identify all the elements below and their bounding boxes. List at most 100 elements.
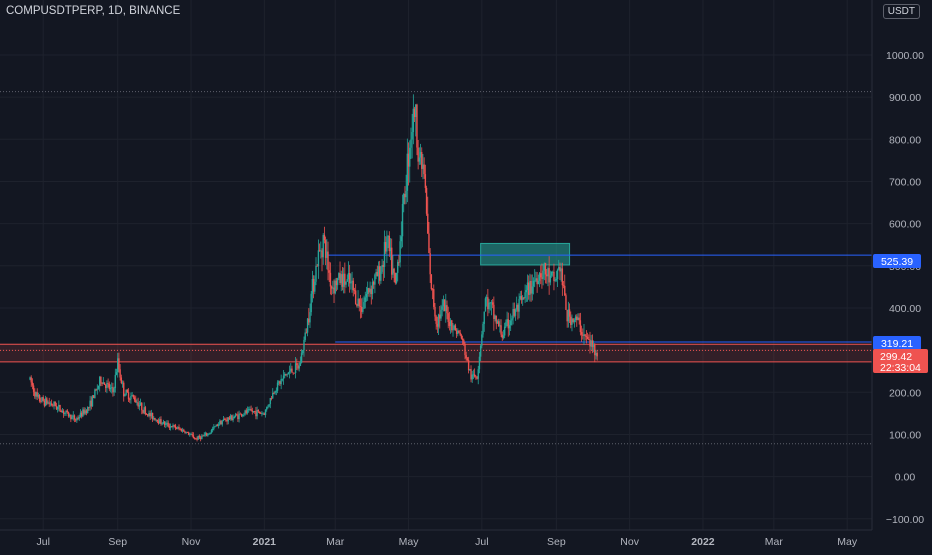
candle-body bbox=[499, 325, 501, 327]
candle-body bbox=[231, 415, 233, 421]
candle-body bbox=[573, 320, 576, 322]
candle-body bbox=[68, 414, 71, 417]
candle-body bbox=[174, 425, 177, 429]
candle-body bbox=[493, 304, 495, 320]
candle-body bbox=[370, 288, 372, 295]
candle-body bbox=[479, 345, 482, 357]
candle-body bbox=[48, 402, 50, 404]
candle-body bbox=[312, 279, 315, 292]
candle-body bbox=[506, 319, 508, 323]
candle-body bbox=[473, 374, 476, 377]
price-label-upper: 525.39 bbox=[873, 254, 921, 268]
candle-body bbox=[198, 436, 201, 438]
candle-body bbox=[324, 240, 327, 258]
candle-body bbox=[478, 356, 481, 370]
candle-body bbox=[509, 320, 512, 326]
candle-body bbox=[52, 405, 54, 406]
candle-body bbox=[299, 362, 302, 366]
candle-body bbox=[385, 242, 387, 252]
candle-body bbox=[515, 304, 518, 310]
candle-body bbox=[345, 281, 347, 285]
candle-body bbox=[207, 434, 209, 436]
y-tick-label: 800.00 bbox=[889, 134, 921, 146]
candle-body bbox=[243, 414, 245, 416]
candle-body bbox=[393, 268, 395, 273]
candle-body bbox=[558, 267, 560, 270]
candle-body bbox=[441, 306, 443, 310]
candle-body bbox=[156, 419, 159, 422]
candle-body bbox=[422, 164, 424, 169]
candle-body bbox=[88, 407, 90, 408]
candle-body bbox=[100, 376, 102, 384]
candle-body bbox=[50, 403, 53, 406]
candle-body bbox=[279, 381, 281, 385]
candle-body bbox=[549, 275, 552, 283]
y-tick-label: 600.00 bbox=[889, 219, 921, 231]
candle-body bbox=[552, 271, 554, 273]
price-axis[interactable]: −100.000.00100.00200.00300.00400.00500.0… bbox=[886, 50, 924, 526]
candle-body bbox=[532, 280, 535, 287]
candle-body bbox=[287, 372, 290, 375]
candle-body bbox=[151, 412, 154, 420]
candle-body bbox=[405, 190, 407, 198]
candle-body bbox=[455, 330, 458, 334]
candle-body bbox=[412, 108, 415, 133]
candle-body bbox=[78, 417, 80, 419]
candle-body bbox=[553, 271, 555, 282]
candle-body bbox=[353, 290, 356, 291]
candle-body bbox=[524, 292, 526, 299]
candle-body bbox=[161, 423, 163, 425]
candle-body bbox=[570, 316, 572, 325]
candle-body bbox=[34, 391, 36, 397]
candle-body bbox=[463, 340, 465, 345]
candle-body bbox=[276, 382, 279, 391]
candle-body bbox=[347, 273, 350, 280]
candle-body bbox=[583, 334, 585, 336]
candle-body bbox=[257, 409, 260, 412]
candle-body bbox=[141, 402, 143, 411]
candle-body bbox=[202, 435, 204, 437]
candle-body bbox=[528, 282, 530, 295]
candle-body bbox=[211, 428, 214, 431]
candle-body bbox=[172, 425, 174, 428]
candle-body bbox=[220, 420, 222, 425]
candle-body bbox=[108, 383, 111, 390]
candle-body bbox=[302, 350, 304, 354]
candle-body bbox=[521, 297, 524, 300]
candle-body bbox=[513, 309, 515, 316]
candle-body bbox=[500, 325, 502, 335]
candle-body bbox=[98, 376, 101, 386]
candle-body bbox=[403, 193, 405, 204]
candle-body bbox=[448, 322, 451, 326]
candle-body bbox=[124, 394, 126, 397]
candle-body bbox=[327, 251, 329, 271]
candle-body bbox=[102, 382, 105, 384]
candle-body bbox=[139, 402, 142, 406]
time-axis[interactable]: Jul Sep Nov 2021 Mar May Jul Sep Nov 2022 Mar May bbox=[37, 536, 858, 548]
candle-body bbox=[264, 409, 267, 415]
candle-body bbox=[366, 288, 369, 294]
candle-body bbox=[404, 193, 406, 198]
candle-body bbox=[333, 287, 335, 294]
candle-body bbox=[31, 382, 34, 386]
candle-body bbox=[427, 213, 429, 234]
candle-body bbox=[191, 434, 193, 436]
candle-body bbox=[380, 271, 382, 281]
candle-body bbox=[129, 399, 131, 401]
candle-body bbox=[330, 286, 333, 289]
candle-body bbox=[469, 369, 471, 371]
candle-body bbox=[111, 387, 113, 389]
candle-body bbox=[67, 412, 70, 417]
candle-body bbox=[314, 281, 316, 292]
candle-body bbox=[538, 273, 541, 281]
candle-body bbox=[534, 280, 536, 282]
currency-badge[interactable]: USDT bbox=[882, 4, 920, 19]
candle-body bbox=[458, 330, 460, 333]
candle-body bbox=[376, 272, 378, 277]
candle-body bbox=[85, 410, 88, 414]
candle-body bbox=[487, 297, 489, 310]
candle-body bbox=[80, 412, 83, 417]
candle-body bbox=[175, 428, 178, 430]
